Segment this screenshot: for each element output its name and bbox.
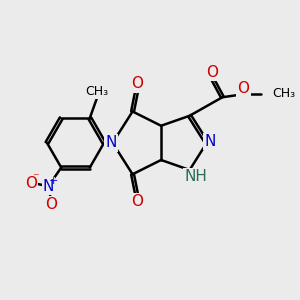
Text: N: N xyxy=(106,135,117,150)
Text: CH₃: CH₃ xyxy=(272,87,295,100)
Text: O: O xyxy=(25,176,37,191)
Text: O: O xyxy=(131,76,143,91)
Text: O: O xyxy=(45,197,57,212)
Text: N: N xyxy=(205,134,216,149)
Text: O: O xyxy=(131,194,143,209)
Text: N: N xyxy=(43,178,54,194)
Text: +: + xyxy=(49,176,58,186)
Text: O: O xyxy=(238,81,250,96)
Text: O: O xyxy=(206,65,218,80)
Text: CH₃: CH₃ xyxy=(85,85,109,98)
Text: ⁻: ⁻ xyxy=(33,172,39,184)
Text: NH: NH xyxy=(184,169,207,184)
